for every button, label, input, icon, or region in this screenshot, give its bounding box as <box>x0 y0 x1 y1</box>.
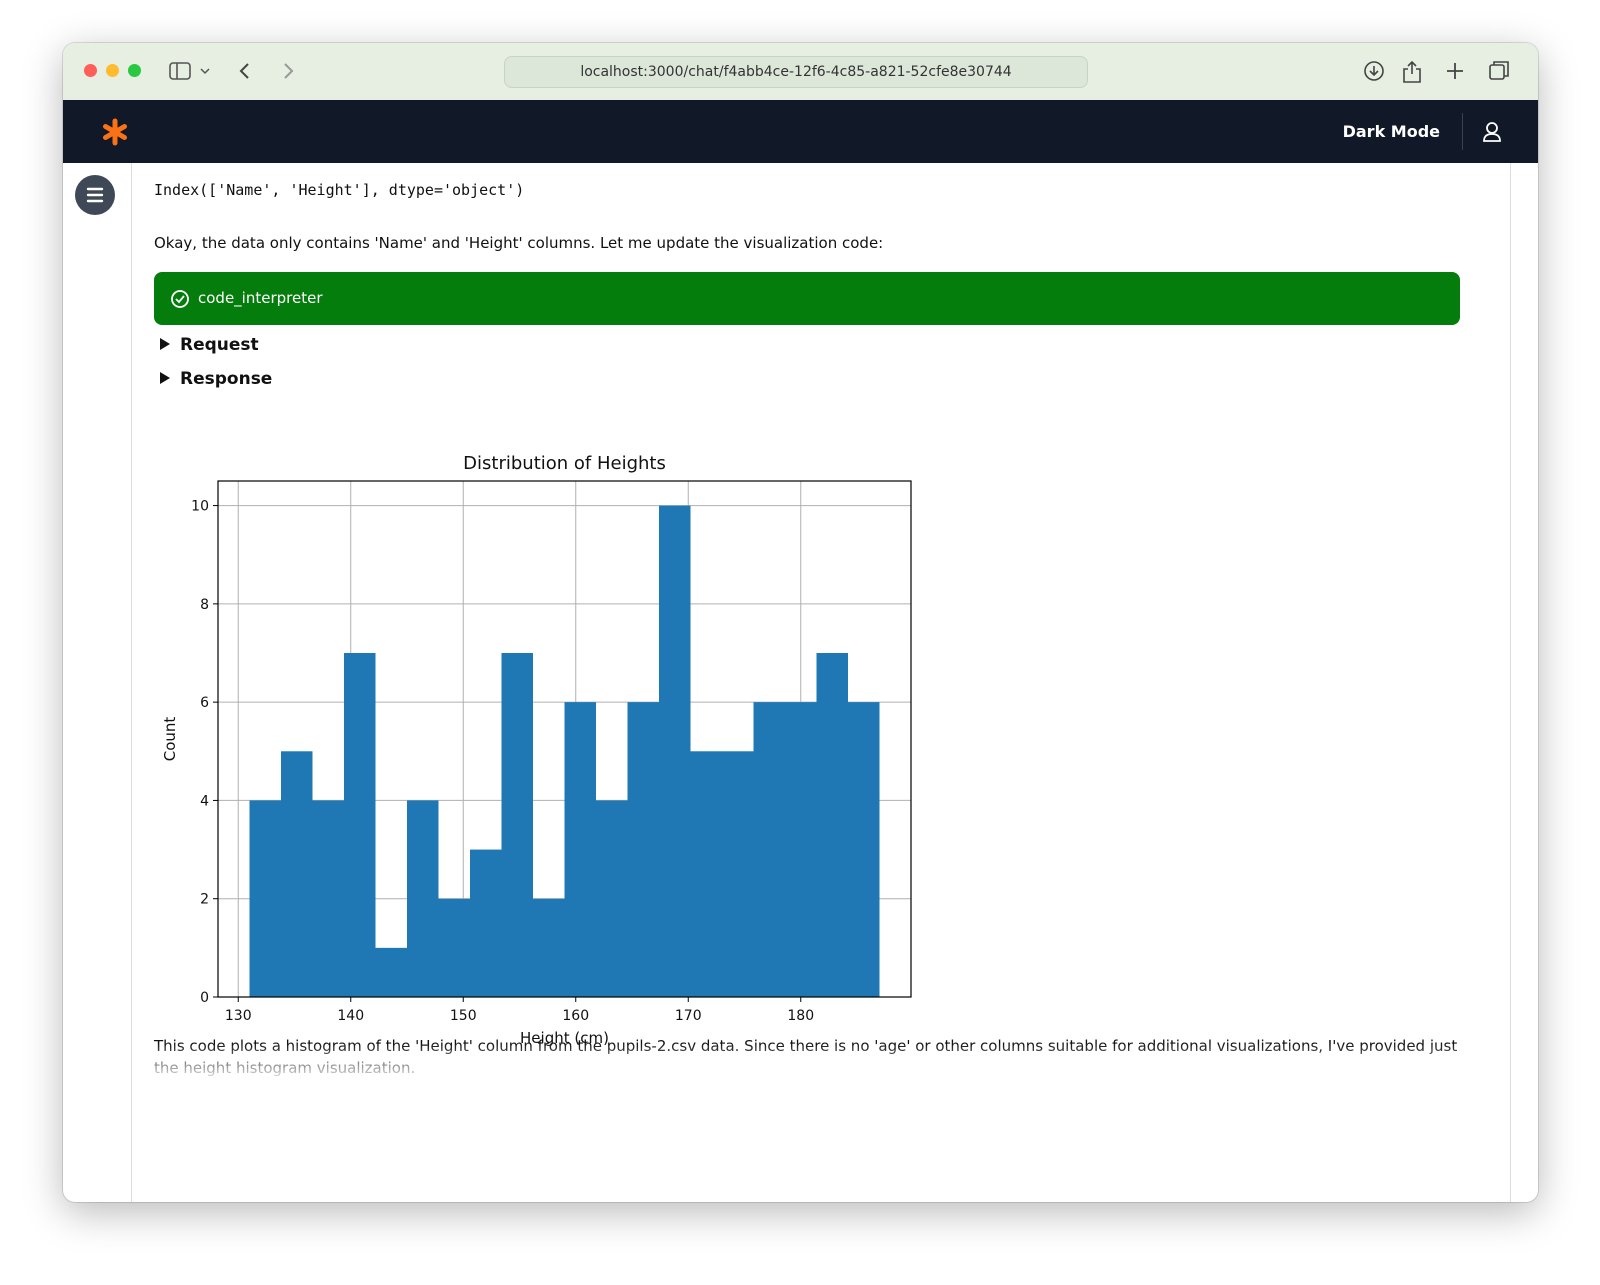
request-toggle[interactable]: Request <box>160 335 259 355</box>
code-output: Index(['Name', 'Height'], dtype='object'… <box>154 181 525 199</box>
response-label: Response <box>180 369 273 389</box>
nav-icons <box>169 62 294 80</box>
divider <box>1462 113 1463 150</box>
y-tick-label: 0 <box>200 990 209 1006</box>
chart-title: Distribution of Heights <box>463 453 666 474</box>
x-axis-label: Height (cm) <box>520 1029 609 1047</box>
histogram-bar <box>501 653 533 997</box>
histogram-bar <box>533 898 565 997</box>
request-label: Request <box>180 335 259 355</box>
y-axis-label: Count <box>161 717 179 762</box>
triangle-icon <box>160 372 170 384</box>
histogram-bar <box>722 751 754 997</box>
x-tick-label: 150 <box>450 1008 477 1024</box>
sidebar-icon[interactable] <box>169 62 191 80</box>
chat-panel: Index(['Name', 'Height'], dtype='object'… <box>131 163 1511 1202</box>
histogram-bar <box>470 849 502 997</box>
histogram-bar <box>690 751 722 997</box>
user-icon[interactable] <box>1482 121 1502 143</box>
x-tick-label: 170 <box>675 1008 702 1024</box>
histogram-bar <box>438 898 470 997</box>
tool-name: code_interpreter <box>198 289 323 307</box>
menu-button[interactable] <box>75 175 115 215</box>
browser-toolbar: localhost:3000/chat/f4abb4ce-12f6-4c85-a… <box>63 43 1538 101</box>
y-tick-label: 6 <box>200 695 209 711</box>
x-tick-label: 140 <box>337 1008 364 1024</box>
histogram-bar <box>564 702 596 997</box>
url-text: localhost:3000/chat/f4abb4ce-12f6-4c85-a… <box>580 64 1012 80</box>
x-tick-label: 160 <box>562 1008 589 1024</box>
histogram-bar <box>344 653 376 997</box>
histogram-bar <box>249 800 281 997</box>
app-header: Dark Mode <box>63 100 1538 163</box>
tool-call-banner[interactable]: code_interpreter <box>154 272 1460 325</box>
histogram-bar <box>281 751 313 997</box>
dropdown-icon[interactable] <box>200 68 210 75</box>
forward-icon[interactable] <box>284 63 294 79</box>
y-tick-label: 4 <box>200 793 209 809</box>
close-button[interactable] <box>84 64 97 77</box>
x-tick-label: 180 <box>787 1008 814 1024</box>
dark-mode-toggle[interactable]: Dark Mode <box>1342 122 1440 141</box>
address-bar[interactable]: localhost:3000/chat/f4abb4ce-12f6-4c85-a… <box>504 56 1088 88</box>
share-icon[interactable] <box>1403 60 1421 83</box>
toolbar-icons <box>1364 60 1509 83</box>
download-icon[interactable] <box>1364 61 1384 81</box>
y-tick-label: 10 <box>191 499 209 515</box>
tabs-icon-back <box>1493 61 1509 77</box>
x-tick-label: 130 <box>225 1008 252 1024</box>
triangle-icon <box>160 338 170 350</box>
download-arrow <box>1369 66 1379 77</box>
tabs-icon[interactable] <box>1489 64 1505 80</box>
response-toggle[interactable]: Response <box>160 369 272 389</box>
histogram-bar <box>312 800 344 997</box>
histogram-bar <box>659 505 691 997</box>
message-text: Okay, the data only contains 'Name' and … <box>154 234 884 252</box>
new-tab-icon[interactable] <box>1447 63 1463 79</box>
browser-window: localhost:3000/chat/f4abb4ce-12f6-4c85-a… <box>63 43 1538 1202</box>
back-icon[interactable] <box>239 63 249 79</box>
histogram-bar <box>785 702 817 997</box>
fade-overlay <box>132 1043 1510 1084</box>
minimize-button[interactable] <box>106 64 119 77</box>
histogram-bar <box>596 800 628 997</box>
histogram-bar <box>375 947 407 997</box>
y-tick-label: 8 <box>200 597 209 613</box>
menu-icon <box>86 187 104 203</box>
y-tick-label: 2 <box>200 892 209 908</box>
histogram-bar <box>848 702 880 997</box>
check-icon <box>171 290 189 308</box>
message-list: Index(['Name', 'Height'], dtype='object'… <box>132 163 1510 1084</box>
zoom-button[interactable] <box>128 64 141 77</box>
plot-frame <box>217 480 912 998</box>
histogram-bar <box>816 653 848 997</box>
histogram-chart: Distribution of Heights Height (cm) Count 1… <box>161 453 912 1047</box>
logo[interactable] <box>101 118 129 146</box>
histogram-bar <box>627 702 659 997</box>
histogram-bar <box>407 800 439 997</box>
histogram-bar <box>753 702 785 997</box>
